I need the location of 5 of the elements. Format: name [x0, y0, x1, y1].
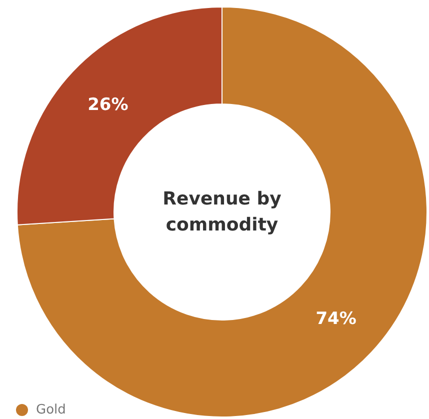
- donut-slice: [16, 6, 428, 418]
- text: Revenue by commodity: [162, 188, 282, 236]
- data-label: 26%: [88, 94, 128, 115]
- legend-label: Gold: [36, 402, 66, 418]
- data-label: 74%: [316, 309, 356, 330]
